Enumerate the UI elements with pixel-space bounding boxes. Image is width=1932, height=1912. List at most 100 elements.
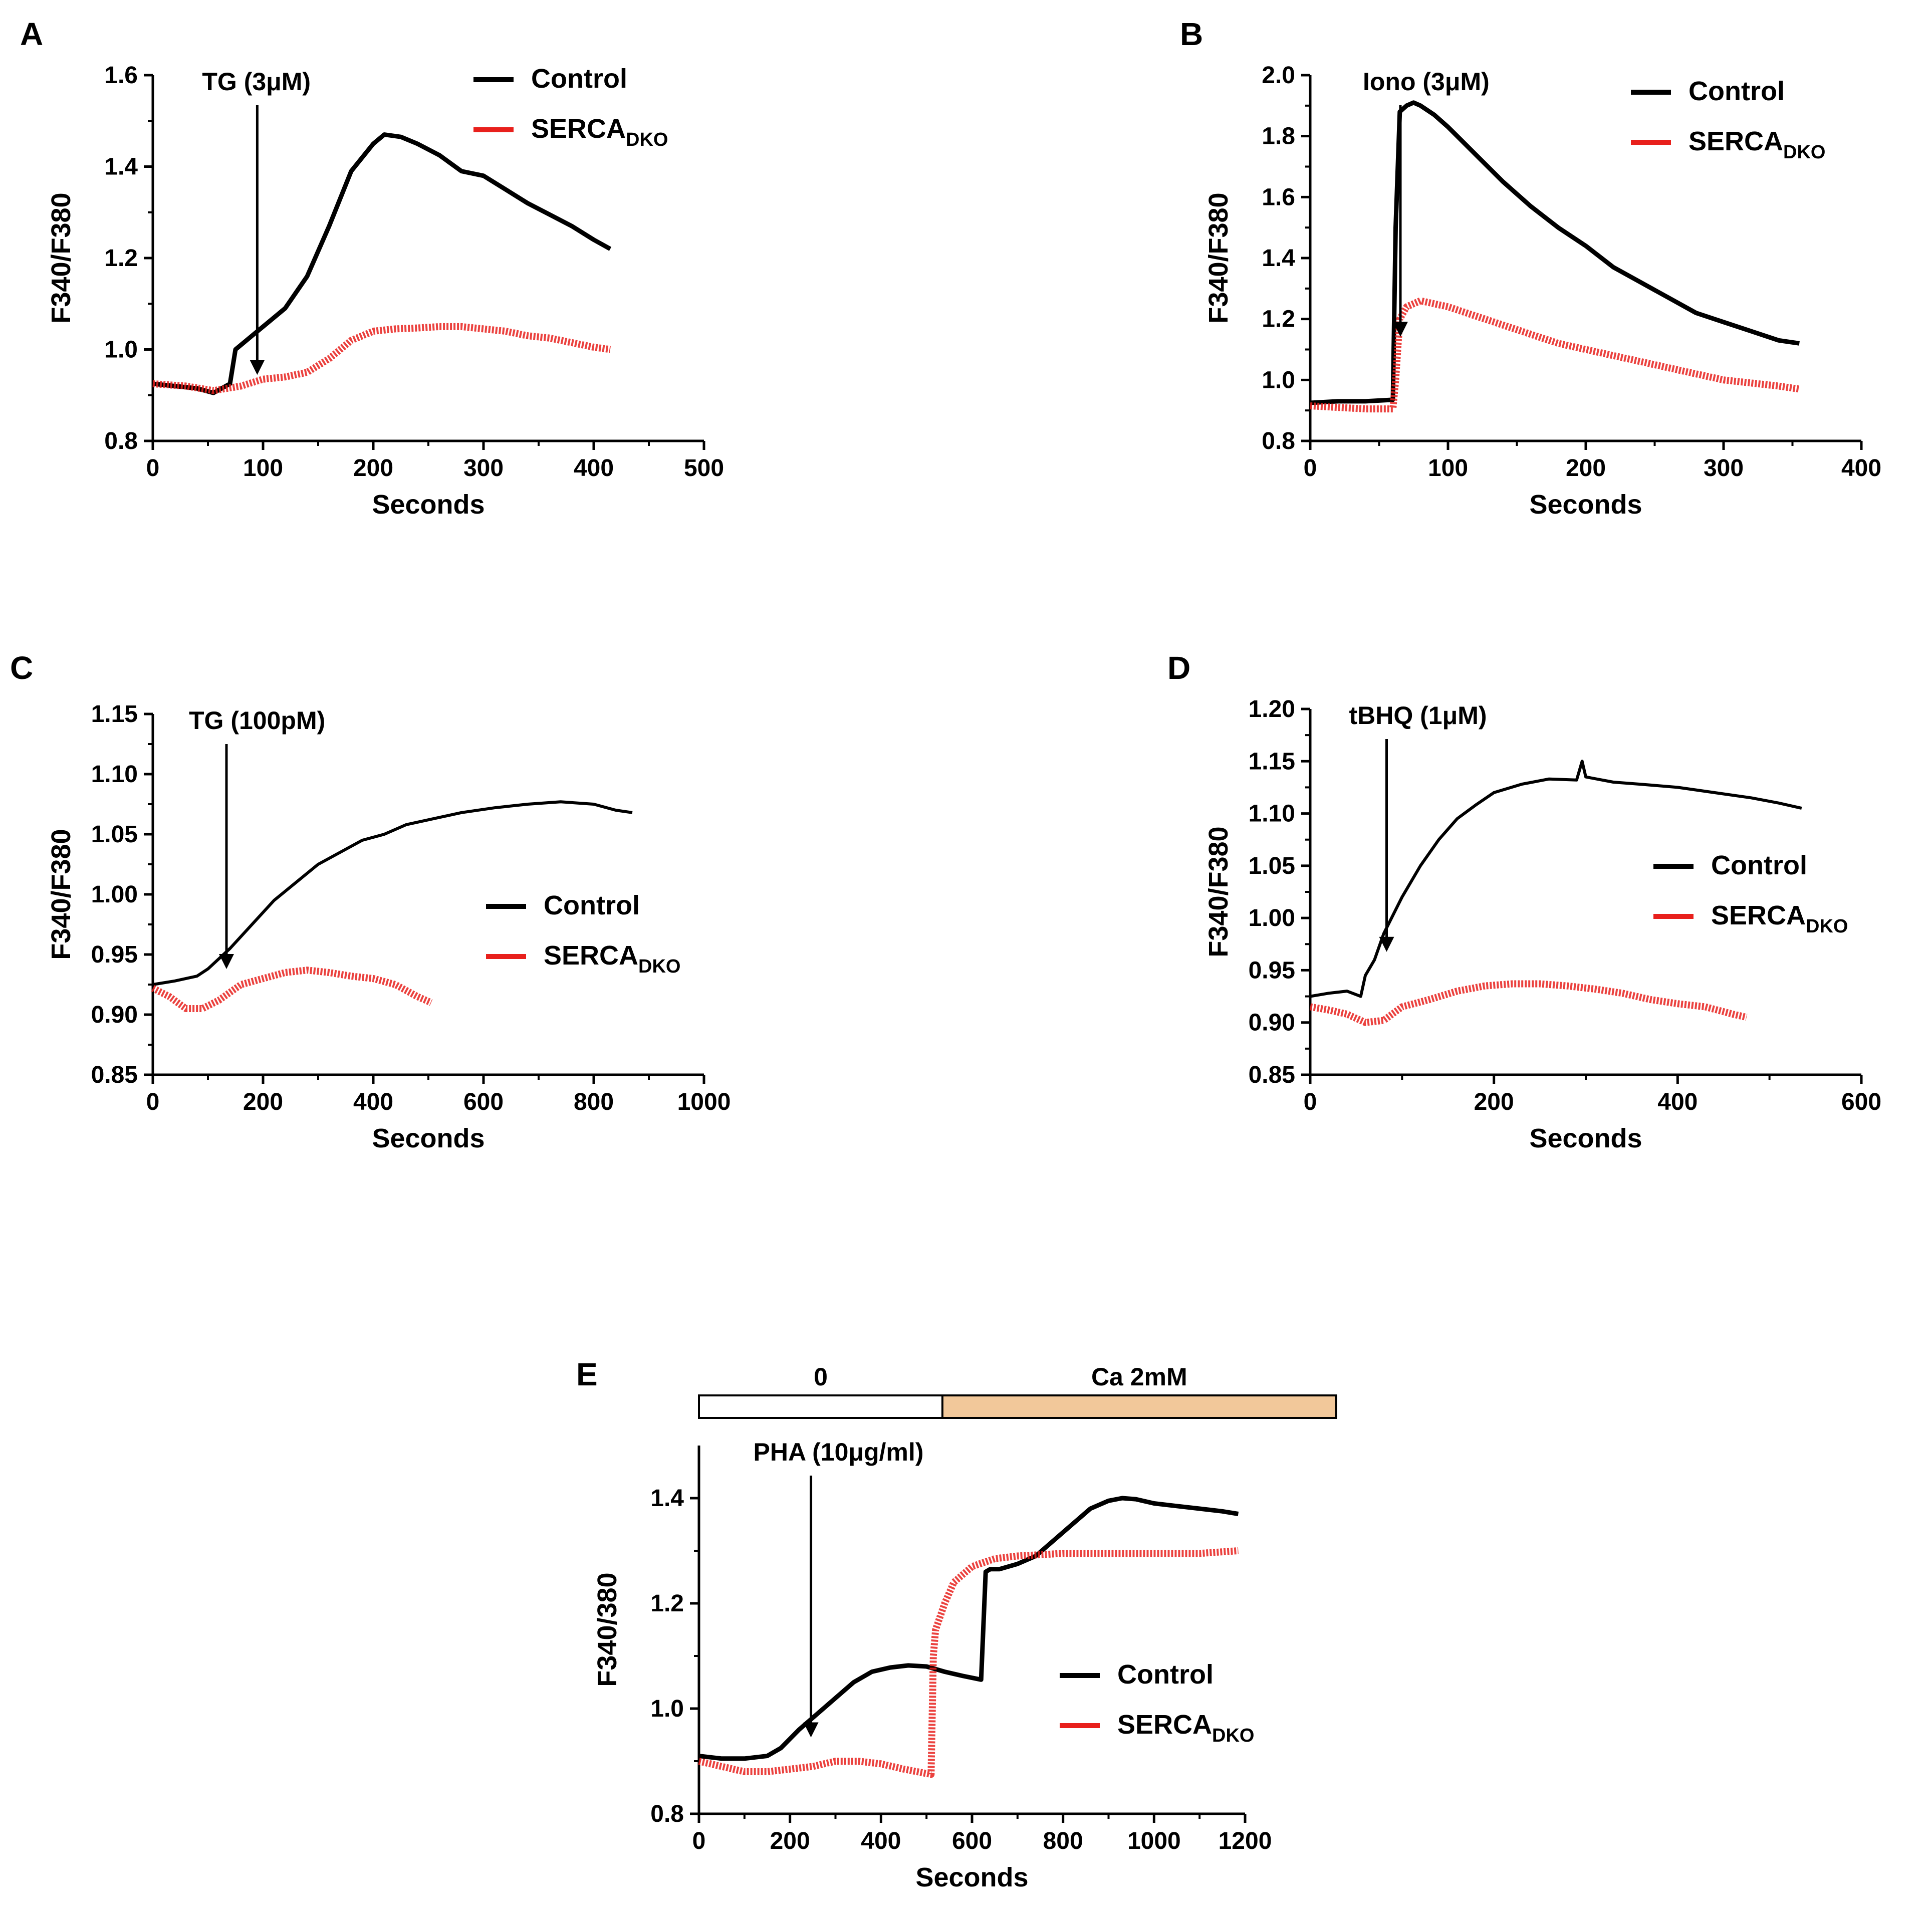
y-axis-title: F340/380 (592, 1572, 622, 1687)
legend-label-subscript: DKO (626, 129, 668, 150)
y-tick-label: 1.00 (91, 881, 138, 908)
x-tick-label: 200 (243, 1089, 283, 1115)
x-tick-label: 100 (243, 455, 283, 482)
y-tick-label: 0.90 (1249, 1010, 1295, 1036)
panel-letter: E (576, 1356, 598, 1392)
x-axis-title: Seconds (1529, 1123, 1642, 1153)
treatment-annotation: Iono (3μM) (1363, 68, 1490, 96)
x-tick-label: 300 (1704, 455, 1744, 482)
y-tick-label: 1.05 (1249, 853, 1295, 879)
y-axis-title: F340/F380 (1203, 826, 1234, 957)
x-tick-label: 400 (1657, 1089, 1698, 1115)
y-tick-label: 1.6 (104, 62, 138, 89)
y-tick-label: 0.95 (91, 941, 138, 968)
series-line-serca-dko (698, 1547, 1239, 1778)
legend-label-control: Control (531, 64, 627, 94)
legend-label-serca-dko: SERCADKO (1688, 126, 1825, 163)
y-tick-label: 1.4 (104, 154, 138, 180)
legend-label-serca-dko: SERCADKO (544, 940, 680, 977)
panel-b: B 0.8 1.0 1.2 1.4 1.6 1.8 2.0 0 100 200 300 400 Secon… (1180, 16, 1881, 520)
legend-label-subscript: DKO (1806, 916, 1848, 937)
x-tick-label: 400 (1841, 455, 1881, 482)
legend-label-control: Control (1117, 1659, 1214, 1690)
y-tick-label: 1.6 (1262, 184, 1295, 210)
x-axis-title: Seconds (1529, 490, 1642, 520)
y-tick-label: 1.0 (1262, 367, 1295, 393)
y-tick-label: 1.2 (650, 1590, 684, 1617)
series-line-control (152, 800, 633, 986)
y-axis-title: F340/F380 (1203, 192, 1234, 323)
x-tick-label: 0 (1304, 455, 1317, 482)
x-tick-label: 200 (770, 1828, 810, 1854)
y-tick-label: 0.8 (650, 1801, 684, 1827)
y-tick-label: 1.8 (1262, 123, 1295, 150)
panel-e: E 0.8 1.0 1.2 1.4 0 200 400 600 800 1000 1200 Second… (576, 1356, 1337, 1892)
x-tick-label: 100 (1428, 455, 1468, 482)
legend-label-control: Control (1711, 850, 1807, 880)
y-tick-label: 0.85 (1249, 1062, 1295, 1088)
x-tick-label: 400 (353, 1089, 393, 1115)
y-tick-label: 1.15 (1249, 748, 1295, 775)
panel-c: C 0.85 0.90 0.95 1.00 1.05 1.10 1.15 0 200 400 600 8… (10, 650, 731, 1153)
y-tick-label: 1.0 (104, 337, 138, 363)
x-tick-label: 1200 (1219, 1828, 1272, 1854)
x-axis-title: Seconds (372, 490, 485, 520)
y-tick-label: 1.10 (91, 761, 138, 788)
y-tick-label: 1.4 (1262, 245, 1295, 272)
panel-letter: C (10, 650, 33, 686)
y-tick-label: 1.2 (104, 245, 138, 272)
panel-letter: A (20, 16, 43, 52)
panel-a: A 0.8 1.0 1.2 1.4 1.6 0 100 200 300 400 500 Seconds F… (20, 16, 724, 520)
legend-label-subscript: DKO (638, 956, 680, 977)
series-line-control (698, 1496, 1239, 1761)
y-tick-label: 0.85 (91, 1062, 138, 1088)
treatment-annotation: PHA (10μg/ml) (754, 1438, 924, 1466)
series-line-serca-dko (151, 967, 433, 1012)
y-axis-title: F340/F380 (46, 829, 76, 960)
bar-segment-calcium (941, 1394, 1337, 1419)
legend-label-serca-dko: SERCADKO (531, 114, 668, 150)
legend-label-serca-dko: SERCADKO (1711, 900, 1848, 937)
x-tick-label: 200 (353, 455, 393, 482)
x-tick-label: 0 (146, 1089, 160, 1115)
y-tick-label: 0.95 (1249, 957, 1295, 984)
y-tick-label: 1.15 (91, 701, 138, 728)
treatment-annotation: tBHQ (1μM) (1349, 701, 1487, 730)
legend-label-control: Control (544, 890, 640, 920)
y-tick-label: 1.0 (650, 1696, 684, 1722)
x-tick-label: 1000 (677, 1089, 731, 1115)
x-axis-title: Seconds (372, 1123, 485, 1153)
legend-label-subscript: DKO (1212, 1725, 1254, 1746)
x-tick-label: 600 (463, 1089, 504, 1115)
x-tick-label: 1000 (1127, 1828, 1181, 1854)
series-line-serca-dko (1310, 297, 1800, 413)
bar-segment-zero-calcium (698, 1394, 943, 1419)
x-tick-label: 800 (574, 1089, 614, 1115)
y-tick-label: 1.00 (1249, 905, 1295, 931)
x-tick-label: 600 (1841, 1089, 1881, 1115)
x-tick-label: 400 (574, 455, 614, 482)
x-axis-title: Seconds (915, 1862, 1028, 1892)
y-axis-title: F340/F380 (46, 192, 76, 323)
bar-segment-label: Ca 2mM (1091, 1363, 1187, 1391)
x-tick-label: 800 (1043, 1828, 1083, 1854)
y-tick-label: 1.05 (91, 821, 138, 848)
x-tick-label: 300 (463, 455, 504, 482)
bar-segment-label: 0 (814, 1363, 828, 1391)
x-tick-label: 0 (146, 455, 160, 482)
x-tick-label: 500 (684, 455, 724, 482)
y-tick-label: 0.8 (1262, 428, 1295, 454)
x-tick-label: 0 (1304, 1089, 1317, 1115)
x-tick-label: 400 (861, 1828, 901, 1854)
legend-label-control: Control (1688, 76, 1785, 106)
series-line-serca-dko (152, 323, 611, 394)
treatment-annotation: TG (3μM) (202, 68, 311, 96)
legend-label-serca-dko: SERCADKO (1117, 1710, 1254, 1746)
y-tick-label: 1.4 (650, 1485, 684, 1512)
series-line-serca-dko (1309, 980, 1748, 1026)
y-tick-label: 0.90 (91, 1002, 138, 1028)
panel-letter: D (1167, 650, 1190, 686)
x-tick-label: 200 (1566, 455, 1606, 482)
treatment-annotation: TG (100pM) (189, 706, 325, 735)
x-tick-label: 600 (952, 1828, 992, 1854)
